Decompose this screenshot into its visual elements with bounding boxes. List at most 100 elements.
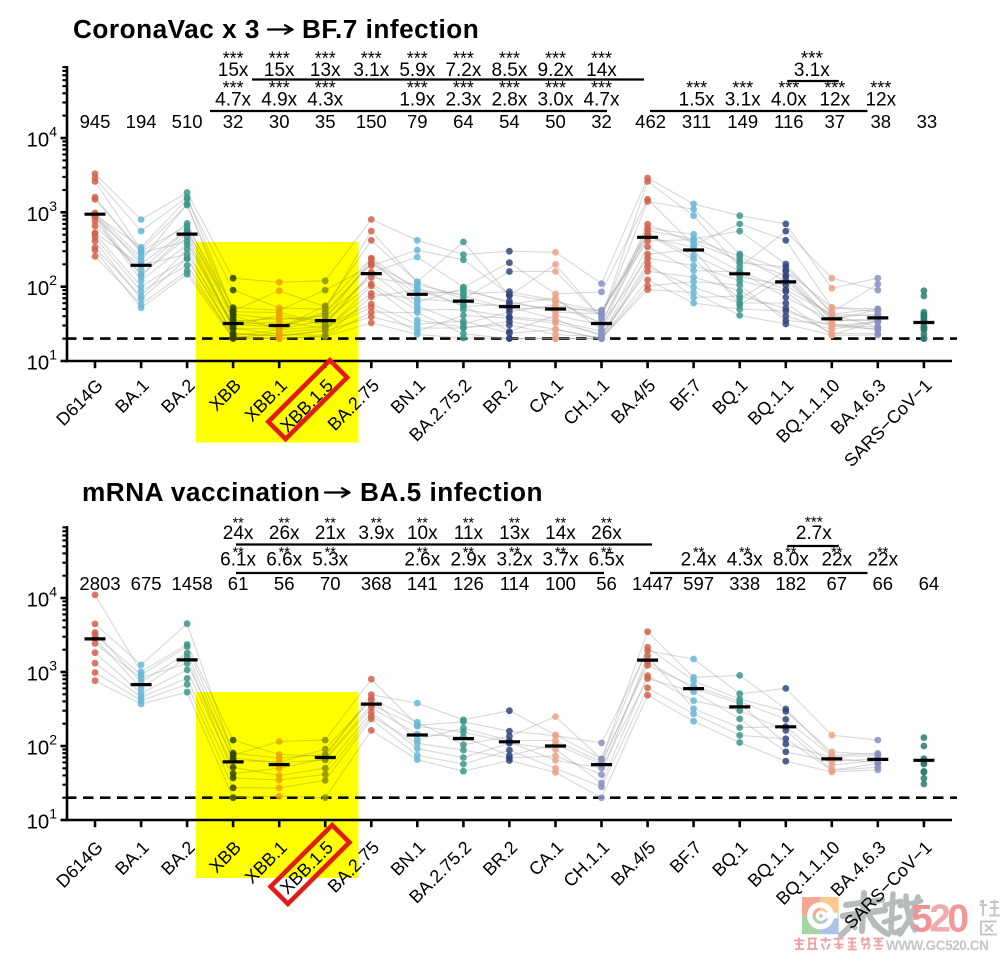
svg-text:**: ** <box>601 545 613 561</box>
svg-text:2.6x: 2.6x <box>404 550 440 571</box>
svg-text:30: 30 <box>269 111 290 132</box>
svg-text:**: ** <box>325 545 337 561</box>
svg-text:116: 116 <box>774 111 804 132</box>
svg-text:3.2x: 3.2x <box>497 550 533 571</box>
svg-text:4.7x: 4.7x <box>215 90 251 111</box>
svg-text:**: ** <box>877 545 889 561</box>
svg-text:37: 37 <box>825 111 846 132</box>
svg-text:***: *** <box>732 78 753 98</box>
svg-text:***: *** <box>545 49 566 69</box>
svg-text:8.5x: 8.5x <box>491 60 527 81</box>
svg-text:10x: 10x <box>407 523 438 544</box>
svg-text:***: *** <box>591 78 612 98</box>
svg-text:14x: 14x <box>545 523 576 544</box>
svg-text:mRNA vaccination: mRNA vaccination <box>82 477 320 507</box>
svg-text:***: *** <box>824 78 845 98</box>
svg-text:50: 50 <box>545 111 566 132</box>
svg-text:945: 945 <box>80 111 111 132</box>
svg-text:**: ** <box>739 545 751 561</box>
svg-text:3.7x: 3.7x <box>543 550 579 571</box>
svg-text:1447: 1447 <box>632 573 673 594</box>
svg-text:1.9x: 1.9x <box>399 90 435 111</box>
svg-text:***: *** <box>805 515 823 532</box>
svg-text:12x: 12x <box>819 90 850 111</box>
svg-text:4.3x: 4.3x <box>307 90 343 111</box>
svg-text:11x: 11x <box>454 523 484 544</box>
svg-text:**: ** <box>785 545 797 561</box>
svg-text:4.7x: 4.7x <box>584 90 620 111</box>
svg-text:66: 66 <box>873 573 894 594</box>
svg-text:4.0x: 4.0x <box>771 90 807 111</box>
svg-text:2803: 2803 <box>79 573 120 594</box>
svg-text:9.2x: 9.2x <box>538 60 574 81</box>
svg-text:**: ** <box>279 545 291 561</box>
svg-text:4.9x: 4.9x <box>261 90 297 111</box>
svg-text:15x: 15x <box>264 60 295 81</box>
svg-text:22x: 22x <box>821 550 852 571</box>
svg-text:5.9x: 5.9x <box>399 60 435 81</box>
svg-text:***: *** <box>453 49 474 69</box>
svg-text:311: 311 <box>682 111 712 132</box>
svg-text:54: 54 <box>499 111 520 132</box>
svg-text:1.5x: 1.5x <box>679 90 715 111</box>
svg-text:**: ** <box>463 545 475 561</box>
svg-text:597: 597 <box>683 573 714 594</box>
svg-text:64: 64 <box>453 111 474 132</box>
svg-text:8.0x: 8.0x <box>773 550 809 571</box>
svg-text:**: ** <box>555 516 567 532</box>
svg-text:35: 35 <box>315 111 336 132</box>
svg-text:**: ** <box>509 516 521 532</box>
svg-text:675: 675 <box>131 573 162 594</box>
svg-text:***: *** <box>870 78 891 98</box>
svg-text:126: 126 <box>453 573 484 594</box>
svg-text:3.0x: 3.0x <box>538 90 574 111</box>
svg-text:56: 56 <box>274 573 295 594</box>
svg-text:520: 520 <box>911 898 968 941</box>
svg-text:6.6x: 6.6x <box>266 550 302 571</box>
svg-text:338: 338 <box>729 573 760 594</box>
svg-text:WWW.GC520.CN: WWW.GC520.CN <box>886 938 988 953</box>
svg-text:***: *** <box>591 49 612 69</box>
svg-text:22x: 22x <box>867 550 898 571</box>
svg-text:***: *** <box>801 49 824 70</box>
svg-text:141: 141 <box>407 573 438 594</box>
svg-text:**: ** <box>693 545 705 561</box>
svg-text:6.1x: 6.1x <box>220 550 256 571</box>
svg-text:**: ** <box>417 545 429 561</box>
svg-text:182: 182 <box>775 573 806 594</box>
svg-text:64: 64 <box>919 573 940 594</box>
svg-text:4.3x: 4.3x <box>727 550 763 571</box>
svg-text:32: 32 <box>591 111 612 132</box>
svg-text:***: *** <box>407 49 428 69</box>
svg-text:462: 462 <box>635 111 666 132</box>
svg-text:**: ** <box>509 545 521 561</box>
svg-text:12x: 12x <box>865 90 896 111</box>
svg-text:***: *** <box>453 78 474 98</box>
svg-text:79: 79 <box>407 111 428 132</box>
svg-text:**: ** <box>371 516 383 532</box>
svg-text:***: *** <box>223 78 244 98</box>
svg-text:2.8x: 2.8x <box>491 90 527 111</box>
svg-text:7.2x: 7.2x <box>445 60 481 81</box>
svg-text:**: ** <box>417 516 429 532</box>
svg-text:14x: 14x <box>586 60 617 81</box>
svg-text:33: 33 <box>917 111 938 132</box>
svg-text:***: *** <box>315 49 336 69</box>
svg-text:56: 56 <box>596 573 617 594</box>
svg-text:3.1x: 3.1x <box>353 60 389 81</box>
svg-text:61: 61 <box>228 573 249 594</box>
svg-text:15x: 15x <box>218 60 249 81</box>
svg-text:6.5x: 6.5x <box>589 550 625 571</box>
svg-text:2.9x: 2.9x <box>450 550 486 571</box>
svg-text:150: 150 <box>356 111 387 132</box>
svg-text:***: *** <box>499 49 520 69</box>
svg-text:***: *** <box>269 78 290 98</box>
svg-text:3.9x: 3.9x <box>358 523 394 544</box>
svg-text:***: *** <box>545 78 566 98</box>
svg-text:100: 100 <box>545 573 576 594</box>
svg-text:2.3x: 2.3x <box>445 90 481 111</box>
svg-text:13x: 13x <box>310 60 341 81</box>
svg-text:26x: 26x <box>269 523 300 544</box>
svg-text:114: 114 <box>500 573 530 594</box>
svg-text:***: *** <box>686 78 707 98</box>
